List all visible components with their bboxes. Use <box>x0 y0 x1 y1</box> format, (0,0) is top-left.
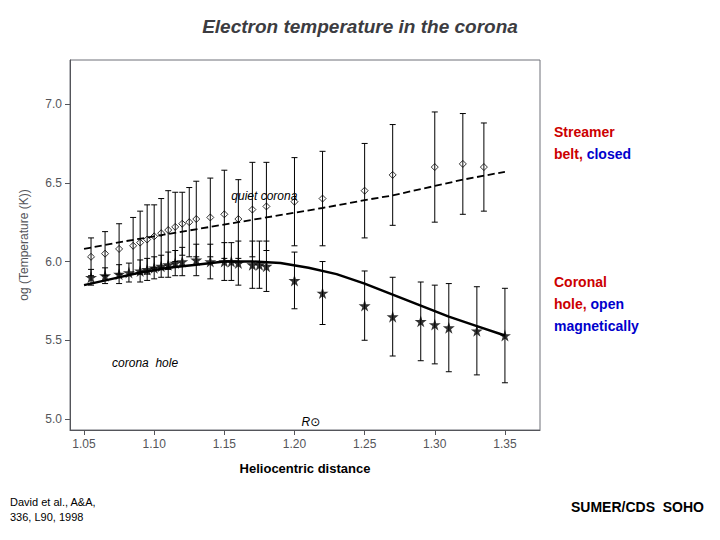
svg-text:hole,: hole, <box>554 296 587 312</box>
svg-text:corona hole: corona hole <box>112 356 178 370</box>
svg-text:1.10: 1.10 <box>142 437 166 451</box>
svg-text:David et al., A&A,: David et al., A&A, <box>10 496 96 508</box>
svg-text:6.5: 6.5 <box>45 176 62 190</box>
svg-text:open: open <box>591 296 624 312</box>
svg-text:1.35: 1.35 <box>493 437 517 451</box>
svg-text:Heliocentric distance: Heliocentric distance <box>240 461 371 476</box>
svg-text:og (Temperature (K)): og (Temperature (K)) <box>17 189 31 300</box>
svg-text:7.0: 7.0 <box>45 97 62 111</box>
svg-text:Electron temperature in the co: Electron temperature in the corona <box>202 16 518 37</box>
svg-text:6.0: 6.0 <box>45 255 62 269</box>
svg-text:1.15: 1.15 <box>213 437 237 451</box>
svg-text:1.25: 1.25 <box>353 437 377 451</box>
svg-text:336, L90, 1998: 336, L90, 1998 <box>10 511 83 523</box>
svg-text:quiet corona: quiet corona <box>231 189 297 203</box>
svg-text:R⊙: R⊙ <box>301 415 320 429</box>
svg-text:closed: closed <box>587 146 631 162</box>
svg-text:1.20: 1.20 <box>283 437 307 451</box>
svg-text:1.30: 1.30 <box>423 437 447 451</box>
svg-text:1.05: 1.05 <box>72 437 96 451</box>
svg-text:Coronal: Coronal <box>554 274 607 290</box>
svg-text:5.5: 5.5 <box>45 333 62 347</box>
svg-text:5.0: 5.0 <box>45 412 62 426</box>
svg-text:SUMER/CDS SOHO: SUMER/CDS SOHO <box>571 499 704 515</box>
svg-text:belt,: belt, <box>554 146 583 162</box>
svg-text:magnetically: magnetically <box>554 318 639 334</box>
svg-text:Streamer: Streamer <box>554 124 615 140</box>
